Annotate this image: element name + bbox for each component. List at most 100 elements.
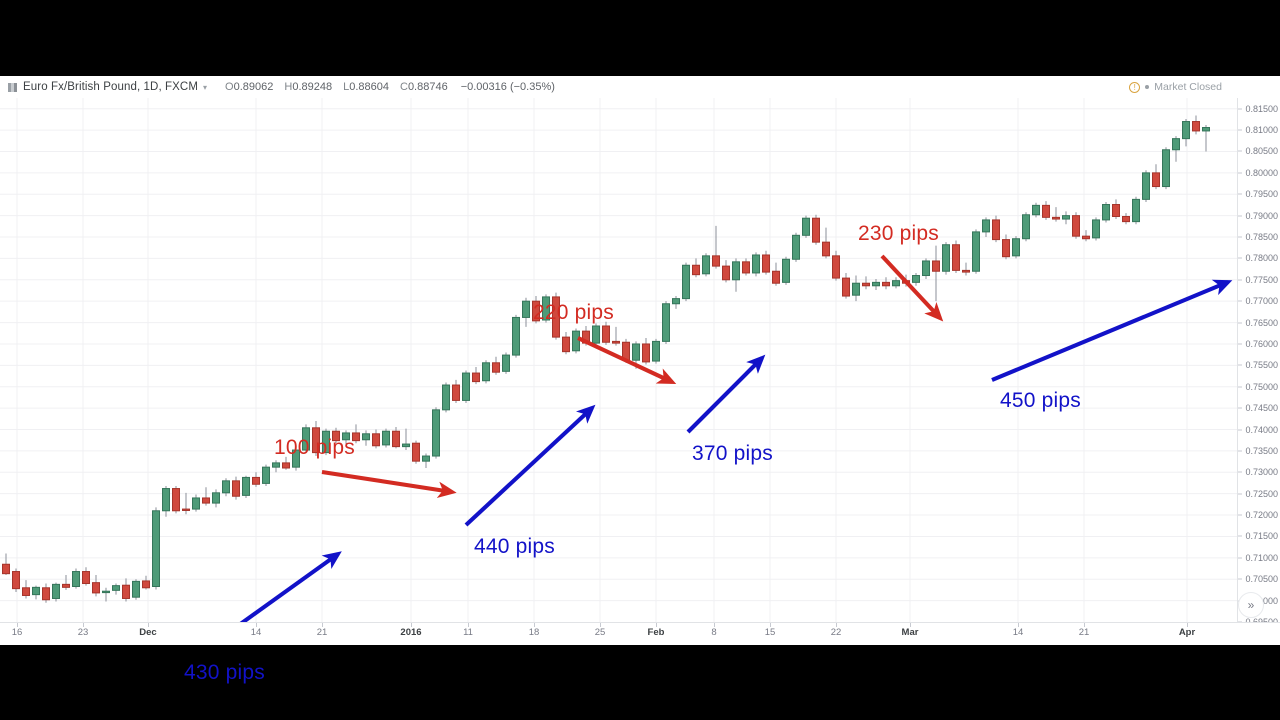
candlestick: [1042, 201, 1050, 220]
price-tick-mark: [1238, 257, 1242, 259]
candlestick: [1062, 211, 1070, 225]
ann-370-pips-arrow: [686, 354, 766, 434]
candlestick: [822, 227, 830, 259]
price-tick-label: 0.77500: [1245, 274, 1278, 285]
candlestick: [42, 583, 50, 603]
candlestick: [192, 494, 200, 512]
candlestick: [842, 272, 850, 299]
price-tick-label: 0.75500: [1245, 360, 1278, 371]
price-tick-label: 0.78500: [1245, 232, 1278, 243]
price-tick-mark: [1238, 150, 1242, 152]
candlestick: [832, 250, 840, 281]
time-tick-mark: [600, 623, 601, 627]
price-tick-label: 0.72000: [1245, 510, 1278, 521]
candlestick: [862, 276, 870, 290]
ann-220-pips-arrow: [577, 336, 677, 384]
candle-layer: [2, 115, 1210, 603]
price-tick-label: 0.81000: [1245, 125, 1278, 136]
time-tick-label: 25: [594, 627, 606, 638]
price-tick-label: 0.77000: [1245, 296, 1278, 307]
candlestick: [52, 582, 60, 602]
time-tick-mark: [1187, 623, 1188, 627]
candlestick: [212, 489, 220, 508]
time-axis[interactable]: 16 23 Dec 14 21 2016 11 18 25 Feb 8 15 22 Mar 14 21 Apr: [0, 622, 1280, 645]
ann-370-pips-label: 370 pips: [692, 442, 773, 465]
warning-circle-icon[interactable]: !: [1129, 81, 1141, 93]
candlestick: [72, 568, 80, 589]
ann-220-pips-label: 220 pips: [533, 301, 614, 324]
candlestick: [642, 337, 650, 365]
ann-450-pips-arrow: [991, 279, 1233, 382]
candlestick: [92, 574, 100, 597]
time-tick-label: 16: [11, 627, 23, 638]
candlestick: [732, 258, 740, 292]
candlestick: [492, 356, 500, 375]
price-tick-label: 0.79500: [1245, 189, 1278, 200]
candlestick: [462, 370, 470, 403]
price-tick-label: 0.76000: [1245, 338, 1278, 349]
candlestick: [1082, 230, 1090, 242]
time-tick-mark: [468, 623, 469, 627]
price-tick-mark: [1238, 514, 1242, 516]
time-tick-mark: [17, 623, 18, 627]
candlestick: [22, 580, 30, 599]
time-tick-mark: [322, 623, 323, 627]
price-tick-mark: [1238, 364, 1242, 366]
price-axis[interactable]: 0.81500 0.81000 0.80500 0.80000 0.79500 0.790…: [1237, 98, 1280, 627]
price-tick-label: 0.74500: [1245, 403, 1278, 414]
candlestick: [452, 379, 460, 403]
candlestick: [932, 245, 940, 302]
chart-application: Euro Fx/British Pound, 1D, FXCM ▾ O0.890…: [0, 76, 1280, 684]
candlestick: [502, 352, 510, 374]
price-tick-mark: [1238, 215, 1242, 217]
ann-430-pips-arrow: [239, 551, 342, 622]
time-tick-label: 8: [711, 627, 717, 638]
price-tick-mark: [1238, 300, 1242, 302]
time-tick-mark: [1084, 623, 1085, 627]
time-tick-mark: [1018, 623, 1019, 627]
candlestick: [882, 277, 890, 290]
ann-100-pips-arrow: [321, 469, 457, 499]
candlestick: [542, 294, 550, 323]
price-tick-label: 0.80000: [1245, 167, 1278, 178]
candlestick: [532, 296, 540, 324]
candlestick: [1012, 236, 1020, 259]
letterbox-top: [0, 0, 1280, 76]
time-tick-label: 23: [77, 627, 89, 638]
chart-legend-bar: Euro Fx/British Pound, 1D, FXCM ▾ O0.890…: [0, 76, 1280, 98]
chevron-down-icon[interactable]: ▾: [203, 82, 208, 92]
candlestick-plot[interactable]: [0, 98, 1238, 622]
symbol-title[interactable]: Euro Fx/British Pound, 1D, FXCM: [23, 81, 199, 93]
chevron-double-right-icon[interactable]: »: [1238, 592, 1264, 618]
price-tick-mark: [1238, 108, 1242, 110]
price-tick-label: 0.71500: [1245, 531, 1278, 542]
candlestick: [982, 217, 990, 238]
candlestick: [1152, 164, 1160, 190]
candlestick: [522, 297, 530, 327]
candlestick: [562, 331, 570, 355]
price-tick-mark: [1238, 450, 1242, 452]
price-tick-label: 0.80500: [1245, 146, 1278, 157]
candlestick: [402, 428, 410, 451]
market-status: ! Market Closed: [1129, 76, 1222, 98]
time-tick-label: Feb: [647, 627, 665, 638]
price-tick-mark: [1238, 578, 1242, 580]
price-tick-label: 0.73000: [1245, 467, 1278, 478]
ann-440-pips-label: 440 pips: [474, 535, 555, 558]
chart-canvas: [0, 98, 1238, 622]
candlestick: [852, 275, 860, 302]
candlestick: [812, 214, 820, 245]
candlestick: [132, 579, 140, 600]
candlestick: [82, 567, 90, 586]
candlestick: [792, 232, 800, 262]
candlestick: [1052, 207, 1060, 222]
flag-icon: [8, 82, 17, 92]
price-tick-mark: [1238, 407, 1242, 409]
candlestick: [422, 453, 430, 469]
price-tick-label: 0.79000: [1245, 210, 1278, 221]
ann-450-pips-label: 450 pips: [1000, 389, 1081, 412]
price-tick-mark: [1238, 343, 1242, 345]
candlestick: [412, 440, 420, 464]
time-tick-mark: [836, 623, 837, 627]
price-tick-mark: [1238, 279, 1242, 281]
